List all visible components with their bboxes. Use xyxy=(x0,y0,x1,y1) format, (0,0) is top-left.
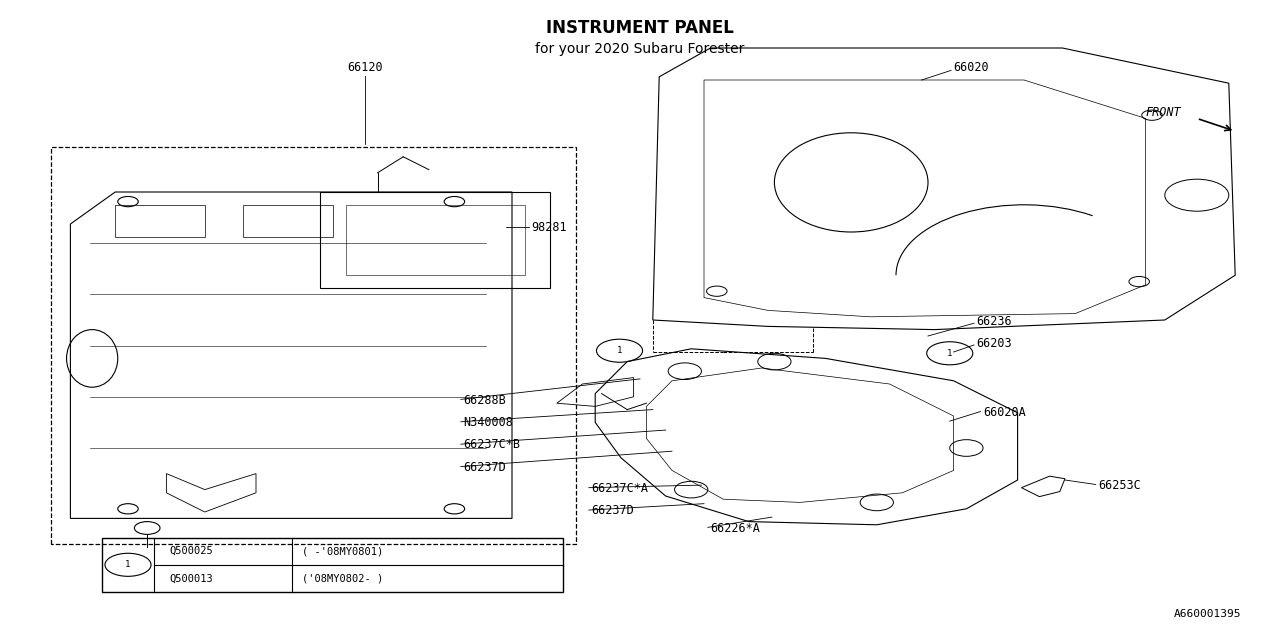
Text: 66237D: 66237D xyxy=(591,504,634,517)
Text: 1: 1 xyxy=(617,346,622,355)
Text: 66203: 66203 xyxy=(977,337,1012,350)
Text: for your 2020 Subaru Forester: for your 2020 Subaru Forester xyxy=(535,42,745,56)
Text: 66120: 66120 xyxy=(347,61,383,74)
Text: 66288B: 66288B xyxy=(463,394,506,406)
Text: FRONT: FRONT xyxy=(1146,106,1181,118)
Text: 66253C: 66253C xyxy=(1098,479,1140,492)
Text: ( -'08MY0801): ( -'08MY0801) xyxy=(302,546,383,556)
Text: 1: 1 xyxy=(947,349,952,358)
Text: INSTRUMENT PANEL: INSTRUMENT PANEL xyxy=(547,19,733,37)
Text: Q500025: Q500025 xyxy=(169,546,212,556)
Text: 1: 1 xyxy=(125,560,131,570)
Text: N340008: N340008 xyxy=(463,416,513,429)
Text: 66020: 66020 xyxy=(954,61,989,74)
Text: 66226*A: 66226*A xyxy=(710,522,760,534)
Text: ('08MY0802- ): ('08MY0802- ) xyxy=(302,573,383,584)
Text: 98281: 98281 xyxy=(531,221,567,234)
Text: 66237C*A: 66237C*A xyxy=(591,482,649,495)
Text: A660001395: A660001395 xyxy=(1174,609,1242,620)
Text: 66020A: 66020A xyxy=(983,406,1025,419)
Text: Q500013: Q500013 xyxy=(169,573,212,584)
Text: 66236: 66236 xyxy=(977,315,1012,328)
Text: 66237C*B: 66237C*B xyxy=(463,438,521,451)
Text: 66237D: 66237D xyxy=(463,461,506,474)
